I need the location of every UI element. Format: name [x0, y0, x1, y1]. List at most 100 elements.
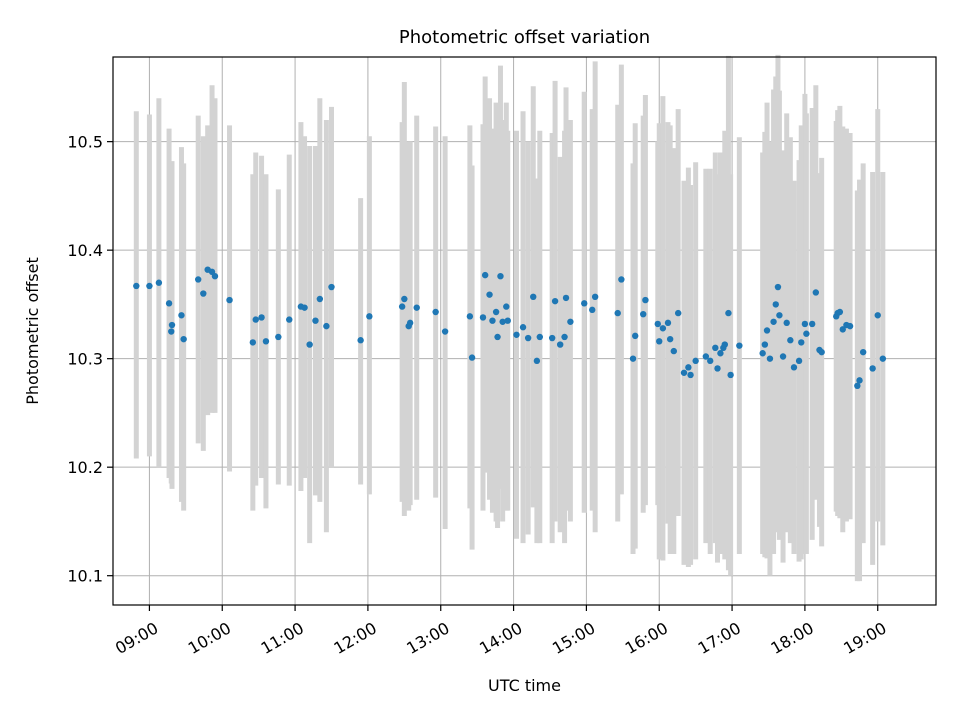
x-axis-label: UTC time: [488, 676, 561, 695]
data-point: [632, 332, 639, 340]
data-point: [801, 320, 809, 328]
data-point: [168, 328, 175, 335]
data-point: [879, 355, 887, 362]
data-point: [712, 344, 719, 352]
data-point: [312, 317, 319, 324]
data-point: [481, 271, 489, 279]
data-point: [413, 304, 420, 311]
data-point: [211, 273, 219, 280]
data-point: [685, 364, 692, 371]
data-point: [591, 293, 599, 301]
plot-frame: [112, 56, 937, 606]
data-point: [499, 318, 506, 325]
data-point: [258, 314, 265, 321]
data-point: [466, 313, 474, 320]
data-point: [497, 273, 504, 280]
data-point: [859, 348, 867, 356]
data-point: [666, 335, 674, 343]
data-point: [398, 303, 406, 310]
data-point: [548, 334, 556, 342]
data-point: [316, 295, 324, 303]
data-point: [670, 347, 678, 355]
data-point: [524, 334, 532, 342]
data-point: [795, 357, 803, 365]
data-point: [812, 289, 820, 296]
data-point: [494, 333, 501, 341]
data-point: [759, 350, 766, 357]
data-point: [530, 293, 537, 301]
data-point: [680, 369, 688, 376]
data-point: [562, 294, 570, 302]
data-point: [301, 304, 308, 311]
data-point: [727, 371, 734, 379]
data-point: [787, 337, 794, 344]
data-point: [629, 355, 637, 362]
data-point: [798, 339, 805, 346]
data-point: [178, 312, 185, 319]
data-point: [818, 348, 825, 356]
data-point: [567, 318, 574, 325]
y-tick-label: 10.5: [67, 133, 103, 152]
data-point: [401, 295, 408, 303]
data-point: [146, 282, 153, 290]
data-point: [874, 312, 881, 319]
data-point: [504, 317, 511, 324]
data-point: [226, 296, 233, 304]
data-point: [614, 309, 621, 317]
data-point: [702, 353, 710, 360]
data-point: [556, 341, 564, 348]
data-point: [479, 314, 487, 321]
data-point: [659, 325, 667, 332]
data-point: [761, 341, 769, 348]
data-point: [664, 319, 672, 327]
y-axis-ticks: 10.1 10.2 10.3 10.4 10.5: [67, 133, 113, 586]
data-point: [654, 320, 661, 328]
data-point: [763, 327, 771, 334]
data-point: [155, 279, 163, 286]
data-point: [766, 355, 774, 362]
data-point: [640, 310, 647, 318]
data-point: [581, 300, 588, 307]
data-point: [468, 354, 476, 361]
data-point: [432, 308, 439, 316]
data-point: [774, 283, 782, 291]
data-point: [717, 350, 724, 357]
data-point: [519, 324, 527, 331]
data-point: [165, 300, 173, 307]
data-point: [180, 335, 187, 343]
data-point: [642, 296, 649, 304]
data-point: [725, 309, 732, 317]
data-point: [328, 283, 335, 291]
data-point: [536, 333, 543, 341]
y-axis-label: Photometric offset: [23, 257, 42, 405]
data-point: [561, 333, 568, 341]
data-point: [551, 297, 559, 305]
data-point: [772, 301, 779, 308]
data-point: [195, 276, 202, 283]
data-point: [779, 353, 787, 360]
data-point: [770, 318, 777, 325]
data-point: [486, 291, 493, 298]
data-point: [286, 316, 293, 323]
data-point: [275, 333, 282, 341]
data-point: [783, 319, 790, 327]
y-tick-label: 10.3: [67, 350, 103, 369]
data-point: [736, 342, 743, 349]
y-tick-label: 10.2: [67, 458, 103, 477]
data-point: [803, 330, 810, 337]
data-point: [406, 319, 414, 327]
data-point: [262, 338, 270, 345]
data-point: [618, 276, 625, 283]
data-point: [856, 377, 863, 384]
data-point: [366, 313, 373, 320]
data-point: [687, 371, 694, 379]
y-tick-label: 10.4: [67, 241, 103, 260]
y-tick-label: 10.1: [67, 567, 103, 586]
data-point: [168, 321, 176, 329]
data-point: [200, 290, 207, 297]
data-point: [869, 365, 876, 372]
chart-title: Photometric offset variation: [399, 27, 650, 48]
data-point: [836, 308, 844, 316]
data-point: [133, 282, 140, 290]
